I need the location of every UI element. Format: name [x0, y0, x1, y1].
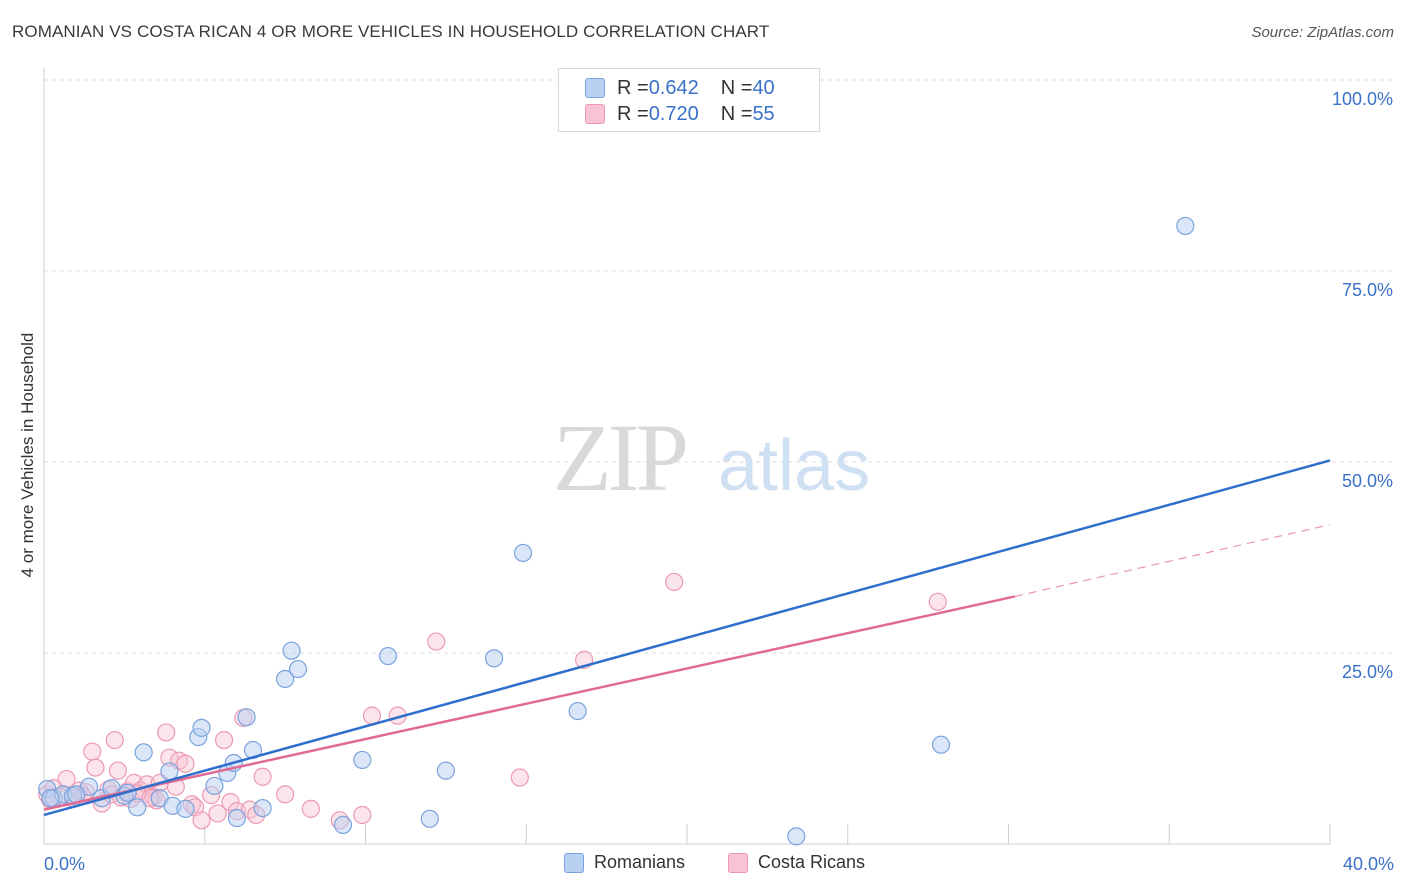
legend-row-costa-ricans: R = 0.720 N = 55	[585, 101, 775, 127]
source-label: Source: ZipAtlas.com	[1251, 24, 1394, 41]
legend-row-romanians: R = 0.642 N = 40	[585, 75, 775, 101]
costa-ricans-point	[510, 768, 529, 787]
costa-ricans-point	[192, 811, 211, 830]
romanians-point	[128, 798, 147, 817]
legend-n-value: 40	[752, 76, 775, 99]
grid-layer	[44, 79, 1394, 654]
x-tick-label: 40.0%	[1343, 854, 1394, 874]
legend-r-label: R =	[617, 76, 649, 99]
costa-ricans-point	[108, 761, 128, 780]
axis-layer: 100.0% 75.0% 50.0% 25.0% 0.0% 40.0%	[43, 68, 1394, 874]
legend-n-label: N =	[720, 102, 753, 125]
costa-ricans-point	[362, 706, 382, 725]
x-tick-label: 0.0%	[44, 854, 85, 874]
romanians-point	[787, 827, 806, 846]
costa-ricans-trend-line	[43, 595, 1016, 811]
watermark-zip: ZIP	[553, 404, 686, 511]
romanians-point	[253, 798, 272, 818]
chart-title: ROMANIAN VS COSTA RICAN 4 OR MORE VEHICL…	[12, 22, 770, 41]
costa-ricans-point	[83, 742, 102, 761]
y-tick-label: 75.0%	[1342, 280, 1393, 300]
romanians-point	[276, 669, 295, 689]
romanians-point	[485, 649, 504, 668]
watermark: ZIP atlas	[553, 404, 870, 511]
costa-ricans-points	[38, 572, 947, 830]
costa-ricans-point	[253, 767, 272, 786]
romanians-point	[176, 799, 195, 818]
costa-ricans-point	[928, 592, 947, 611]
romanians-point	[1176, 216, 1195, 236]
romanians-trend-line	[43, 459, 1331, 817]
romanians-point	[237, 708, 256, 727]
romanians-point	[288, 659, 308, 679]
legend-r-label: R =	[617, 102, 649, 125]
romanians-point	[227, 808, 246, 828]
costa-ricans-point	[105, 730, 124, 750]
romanians-point	[134, 743, 153, 762]
romanians-point	[353, 750, 372, 770]
correlation-legend: R = 0.642 N = 40 R = 0.720 N = 55	[558, 68, 820, 132]
costa-ricans-point	[176, 754, 195, 773]
y-tick-label: 50.0%	[1342, 471, 1393, 491]
romanians-point	[160, 762, 179, 781]
series-label-costa-ricans: Costa Ricans	[758, 852, 866, 872]
romanians-point	[41, 789, 60, 808]
romanians-point	[205, 776, 224, 796]
romanians-point	[436, 761, 455, 780]
costa-ricans-point	[214, 730, 234, 750]
romanians-point	[931, 735, 951, 754]
romanians-point	[420, 809, 439, 828]
y-axis-label: 4 or more Vehicles in Household	[18, 332, 37, 578]
costa-ricans-point	[86, 758, 105, 777]
costa-ricans-point	[157, 723, 176, 742]
costa-ricans-point	[301, 799, 320, 818]
legend-n-value: 55	[752, 102, 775, 125]
y-tick-label: 100.0%	[1332, 89, 1393, 109]
series-legend-costa-ricans[interactable]: Costa Ricans	[728, 852, 865, 873]
costa-ricans-point	[208, 804, 227, 823]
costa-ricans-point	[221, 792, 240, 812]
watermark-atlas: atlas	[718, 426, 870, 506]
costa-ricans-point	[353, 805, 372, 825]
costa-ricans-point	[665, 572, 684, 592]
romanians-point	[378, 646, 398, 666]
romanians-points	[38, 216, 1195, 846]
series-legend: Romanians Costa Ricans	[0, 852, 1406, 876]
costa-ricans-trend-extension	[1014, 524, 1331, 598]
romanians-point	[333, 815, 353, 835]
romanians-point	[192, 718, 211, 737]
legend-r-value: 0.642	[648, 76, 699, 99]
legend-r-value: 0.720	[648, 102, 699, 125]
series-legend-romanians[interactable]: Romanians	[564, 852, 685, 873]
romanians-point	[568, 701, 587, 721]
legend-swatch-costa-ricans	[585, 104, 605, 124]
series-label-romanians: Romanians	[594, 852, 686, 872]
costa-ricans-point	[427, 632, 446, 651]
romanians-point	[513, 543, 533, 563]
romanians-point	[282, 641, 301, 660]
series-swatch-romanians	[564, 852, 584, 873]
trend-layer	[43, 459, 1331, 817]
series-swatch-costa-ricans	[728, 852, 748, 873]
y-tick-label: 25.0%	[1342, 662, 1393, 682]
legend-swatch-romanians	[585, 78, 605, 98]
legend-n-label: N =	[720, 76, 753, 99]
costa-ricans-point	[276, 785, 295, 804]
